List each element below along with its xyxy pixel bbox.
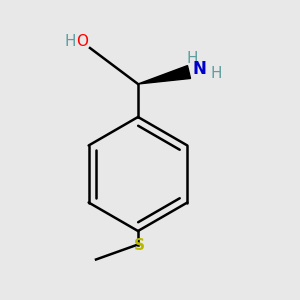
Text: H: H — [210, 66, 222, 81]
Polygon shape — [138, 66, 190, 84]
Text: S: S — [134, 238, 145, 253]
Text: O: O — [76, 34, 88, 50]
Text: N: N — [193, 60, 206, 78]
Text: H: H — [65, 34, 76, 50]
Text: H: H — [186, 51, 198, 66]
